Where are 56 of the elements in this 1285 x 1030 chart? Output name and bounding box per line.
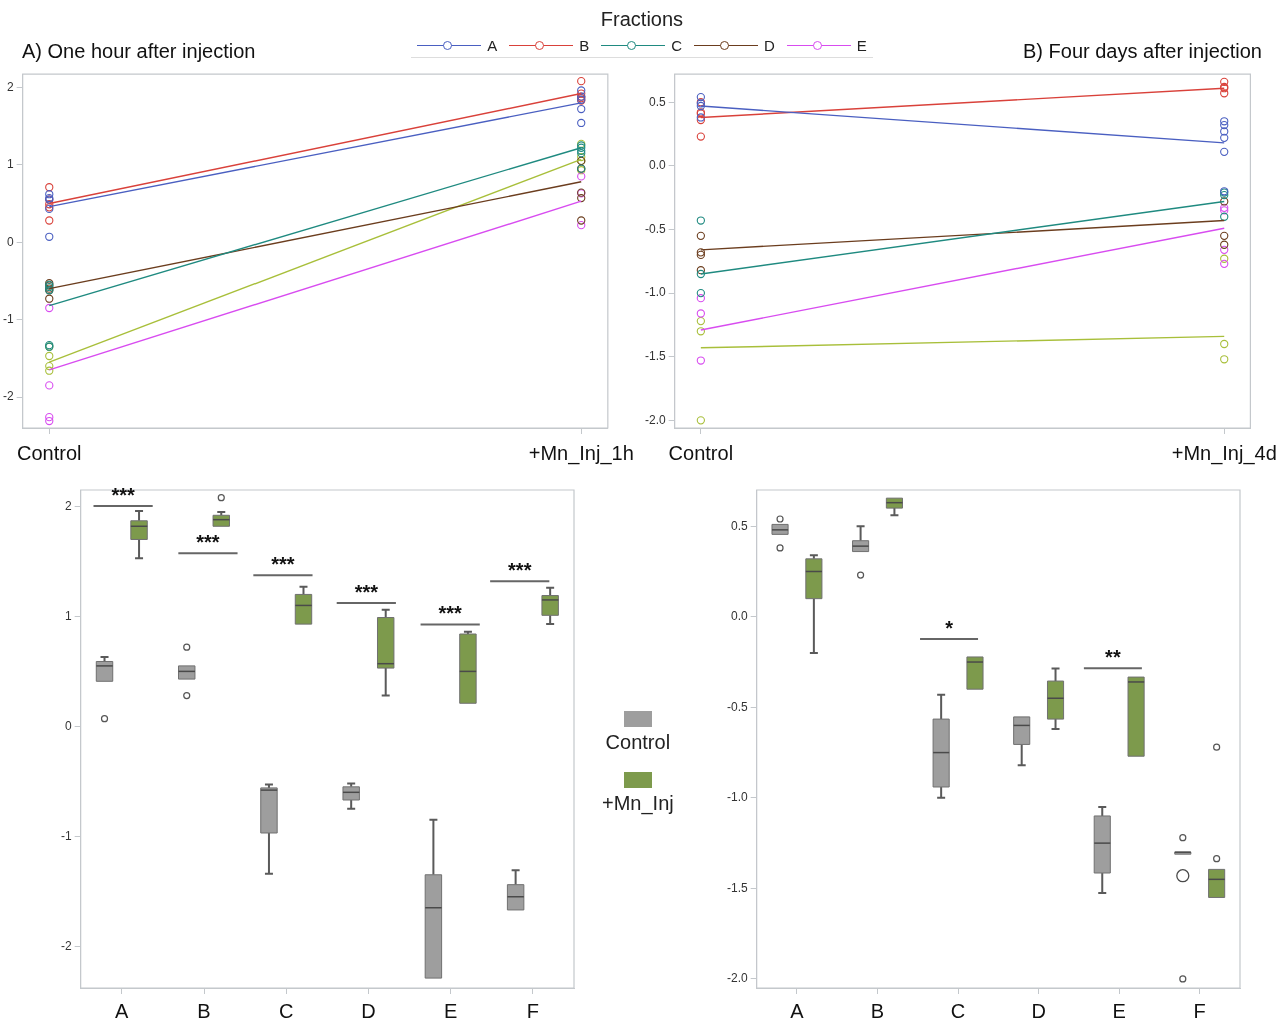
- y-tick-label: -1: [3, 311, 14, 326]
- annotation: ***: [508, 559, 532, 582]
- y-tick-label: -2.0: [644, 412, 666, 427]
- x-tick-label: +Mn_Inj_1h: [528, 441, 634, 465]
- y-tick-label: -1.5: [644, 349, 666, 364]
- legend-label: D: [764, 37, 775, 54]
- legend-title: Fractions: [599, 8, 685, 31]
- legend-label: Control: [605, 731, 671, 754]
- y-tick-label: -1.0: [726, 790, 748, 805]
- chart-title: A) One hour after injection: [22, 40, 256, 63]
- annotation: **: [1105, 646, 1121, 669]
- y-tick-label: -2: [61, 938, 72, 953]
- x-tick-label: E: [1112, 999, 1126, 1022]
- x-tick-label: E: [444, 999, 458, 1022]
- x-tick-label: B: [870, 999, 885, 1022]
- x-tick-label: D: [1031, 999, 1046, 1022]
- y-tick-label: -0.5: [726, 699, 748, 714]
- y-tick-label: -1.5: [726, 880, 748, 895]
- legend-label: E: [856, 37, 867, 54]
- x-tick-label: A: [790, 999, 805, 1022]
- chart-title: B) Four days after injection: [1023, 40, 1262, 63]
- y-tick-label: 0.0: [648, 158, 666, 173]
- annotation: ***: [354, 581, 379, 604]
- annotation: ***: [111, 483, 135, 506]
- y-tick-label: 0.5: [648, 94, 666, 109]
- annotation: ***: [438, 602, 463, 625]
- y-tick-label: -2: [3, 389, 14, 404]
- legend-label: A: [487, 37, 498, 54]
- y-tick-label: -2.0: [726, 971, 748, 986]
- legend-label: +Mn_Inj: [602, 792, 674, 815]
- y-tick-label: -1.0: [644, 285, 666, 300]
- y-tick-label: -0.5: [644, 221, 666, 236]
- x-tick-label: A: [115, 999, 130, 1022]
- legend-label: C: [671, 37, 682, 54]
- y-tick-label: 0: [6, 234, 14, 249]
- x-tick-label: C: [950, 999, 966, 1022]
- y-tick-label: 2: [6, 79, 14, 94]
- annotation: *: [945, 616, 954, 639]
- x-tick-label: B: [197, 999, 211, 1022]
- y-tick-label: 1: [6, 157, 14, 172]
- x-tick-label: Control: [17, 441, 82, 464]
- y-tick-label: -1: [61, 828, 72, 843]
- legend-label: B: [579, 37, 590, 54]
- x-tick-label: Control: [668, 441, 734, 464]
- annotation: ***: [271, 553, 295, 576]
- x-tick-label: C: [279, 999, 294, 1022]
- y-tick-label: 1: [64, 608, 72, 623]
- x-tick-label: +Mn_Inj_4d: [1171, 441, 1277, 465]
- y-tick-label: 2: [64, 498, 72, 513]
- y-tick-label: 0: [64, 718, 72, 733]
- x-tick-label: F: [526, 999, 539, 1022]
- y-tick-label: 0.0: [730, 609, 748, 624]
- y-tick-label: 0.5: [730, 518, 748, 533]
- annotation: ***: [196, 531, 220, 554]
- x-tick-label: D: [361, 999, 376, 1022]
- x-tick-label: F: [1193, 999, 1206, 1022]
